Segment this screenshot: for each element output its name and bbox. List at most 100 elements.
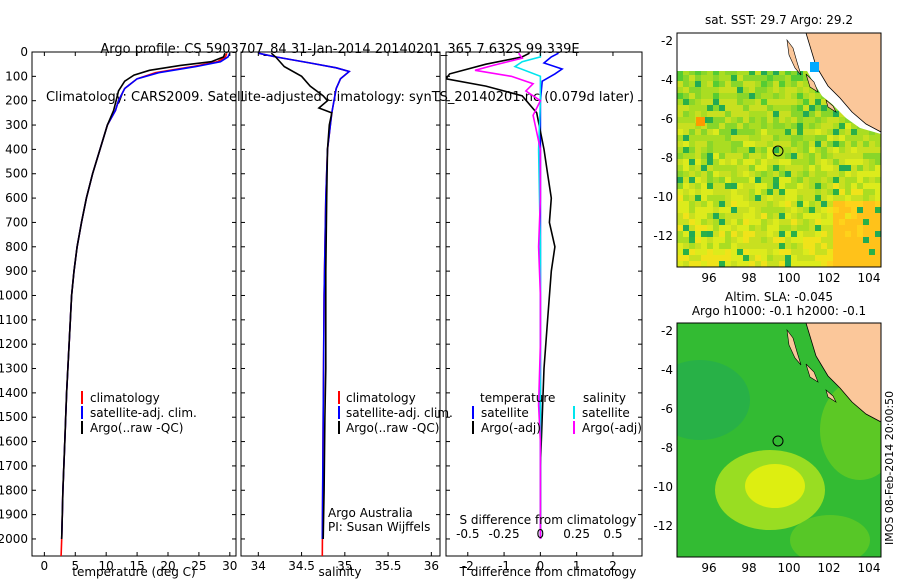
sst-cell: [851, 123, 857, 129]
sst-cell: [683, 93, 689, 99]
sst-cell: [737, 243, 743, 249]
sst-cell: [749, 189, 755, 195]
sst-cell: [785, 195, 791, 201]
sst-cell: [863, 159, 869, 165]
sst-cell: [785, 189, 791, 195]
sst-cell: [743, 225, 749, 231]
sst-cell: [839, 231, 845, 237]
sst-cell: [857, 141, 863, 147]
y-tick-label: 1400: [0, 386, 28, 400]
sst-cell: [767, 153, 773, 159]
sst-cell: [809, 165, 815, 171]
sst-cell: [743, 81, 749, 87]
sst-cell: [827, 183, 833, 189]
sst-cell: [761, 87, 767, 93]
sst-cell: [791, 153, 797, 159]
sst-cell: [815, 129, 821, 135]
sst-cell: [743, 213, 749, 219]
sst-cell: [797, 123, 803, 129]
sst-cell: [767, 69, 773, 75]
sst-cell: [737, 153, 743, 159]
sst-cell: [737, 165, 743, 171]
sst-cell: [857, 237, 863, 243]
sst-cell: [773, 75, 779, 81]
sst-cell: [761, 165, 767, 171]
sst-cell: [737, 117, 743, 123]
sst-cell: [761, 117, 767, 123]
sst-cell: [827, 171, 833, 177]
y-tick-label: 1200: [0, 337, 28, 351]
sst-cell: [767, 105, 773, 111]
sst-cell: [731, 195, 737, 201]
sst-cell: [737, 189, 743, 195]
sst-cell: [713, 207, 719, 213]
sst-cell: [689, 141, 695, 147]
sst-cell: [689, 105, 695, 111]
sst-cell: [737, 81, 743, 87]
sst-cell: [863, 231, 869, 237]
sst-cell: [749, 249, 755, 255]
sst-cell: [689, 99, 695, 105]
sst-cell: [809, 111, 815, 117]
diff-legend-s-argo-label: Argo(-adj): [582, 421, 642, 435]
sst-cell: [857, 189, 863, 195]
sst-cell: [839, 147, 845, 153]
sst-cell: [749, 213, 755, 219]
sst-cell: [773, 189, 779, 195]
sst-cell: [719, 87, 725, 93]
sst-cell: [695, 87, 701, 93]
sst-cell: [689, 129, 695, 135]
sst-cell: [779, 237, 785, 243]
sst-cell: [863, 261, 869, 267]
sst-cell: [815, 141, 821, 147]
sst-cell: [779, 117, 785, 123]
sst-cell: [791, 225, 797, 231]
sst-cell: [755, 165, 761, 171]
sst-cell: [761, 219, 767, 225]
sst-cell: [743, 93, 749, 99]
sst-cell: [695, 75, 701, 81]
sst-cell: [875, 141, 881, 147]
sst-cell: [845, 231, 851, 237]
sst-cell: [857, 201, 863, 207]
argo-position-marker: [772, 145, 784, 157]
sst-cell: [737, 105, 743, 111]
y-tick-label: 0: [20, 45, 28, 59]
sst-cell: [719, 237, 725, 243]
sst-cell: [689, 249, 695, 255]
sst-cell: [845, 177, 851, 183]
sst-cell: [809, 177, 815, 183]
sst-cell: [773, 231, 779, 237]
sst-cell: [761, 237, 767, 243]
sst-cell: [821, 195, 827, 201]
sst-cell: [749, 261, 755, 267]
sst-cell: [827, 261, 833, 267]
sst-cell: [809, 135, 815, 141]
sst-cell: [731, 255, 737, 261]
map-y-tick-label: -2: [661, 324, 673, 338]
sst-cell: [689, 237, 695, 243]
sst-cell: [827, 213, 833, 219]
sst-cell: [731, 123, 737, 129]
sst-cell: [857, 231, 863, 237]
sst-cell: [683, 177, 689, 183]
sst-cell: [731, 129, 737, 135]
sst-cell: [815, 207, 821, 213]
sst-cell: [803, 177, 809, 183]
diff-legend-temperature-title: temperature: [480, 391, 555, 405]
sst-cell: [803, 183, 809, 189]
sst-cell: [833, 165, 839, 171]
sst-cell: [857, 225, 863, 231]
sst-cell: [833, 243, 839, 249]
y-tick-label: 1100: [0, 313, 28, 327]
sst-cell: [737, 87, 743, 93]
sst-cell: [815, 231, 821, 237]
sst-cell: [821, 189, 827, 195]
sst-cell: [677, 231, 683, 237]
sst-cell: [725, 219, 731, 225]
sst-cell: [689, 135, 695, 141]
sst-cell: [731, 171, 737, 177]
sst-cell: [689, 159, 695, 165]
sst-cell: [809, 87, 815, 93]
sst-cell: [779, 231, 785, 237]
